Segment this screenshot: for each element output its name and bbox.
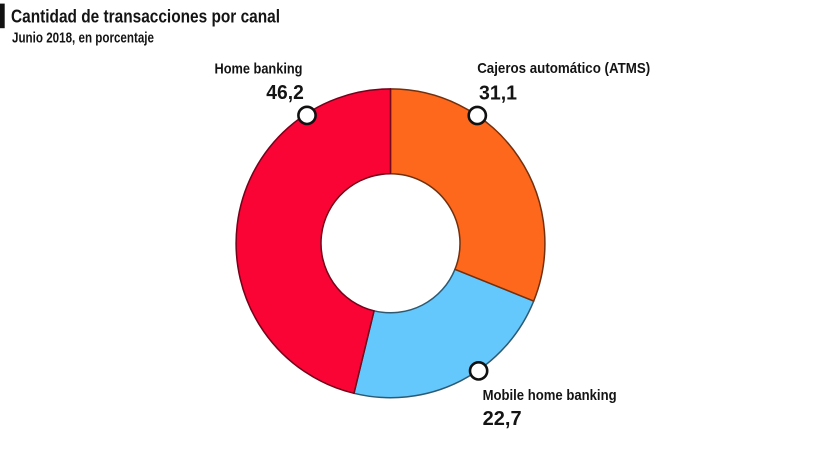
svg-text:Junio 2018, en porcentaje: Junio 2018, en porcentaje: [12, 30, 154, 46]
svg-text:Home banking: Home banking: [215, 61, 303, 78]
svg-text:Cantidad de transacciones por: Cantidad de transacciones por canal: [11, 5, 280, 26]
svg-text:46,2: 46,2: [266, 82, 304, 104]
svg-text:Mobile home banking: Mobile home banking: [483, 387, 617, 404]
svg-text:31,1: 31,1: [479, 83, 517, 105]
svg-text:Cajeros automático (ATMS): Cajeros automático (ATMS): [477, 60, 650, 77]
svg-text:22,7: 22,7: [483, 408, 522, 430]
